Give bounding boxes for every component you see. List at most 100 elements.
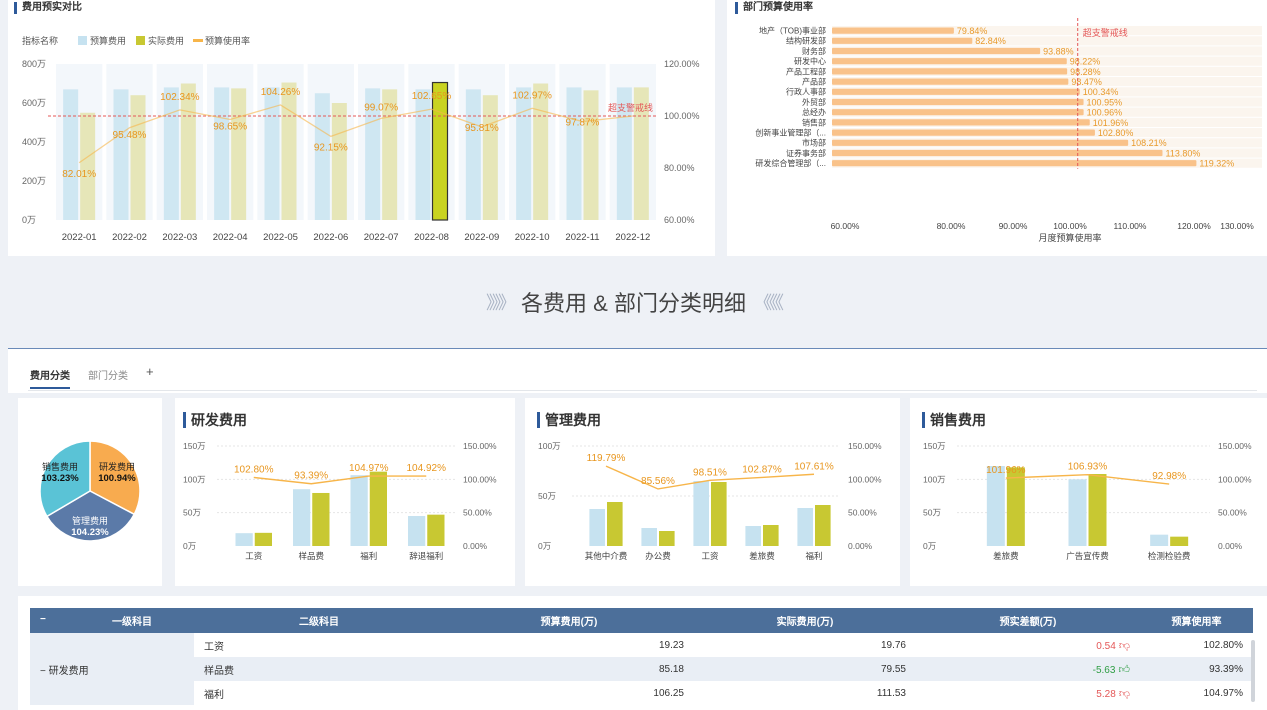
- tabs-divider: [28, 390, 1257, 391]
- banner-title: 各费用 & 部门分类明细: [521, 291, 746, 316]
- table-row[interactable]: 样品费 85.18 79.55 -5.63 👍︎ 93.39%: [30, 657, 1253, 681]
- row-band: [832, 46, 1262, 56]
- y-tick-label: 50万: [183, 508, 201, 518]
- budget-bar: [293, 489, 311, 546]
- actual-bar: [331, 103, 347, 220]
- tab-expense-category[interactable]: 费用分类: [30, 367, 70, 389]
- thumb-down-icon: 👎︎: [1115, 687, 1130, 700]
- department-bar: [832, 47, 1041, 55]
- category-band: [156, 64, 203, 220]
- y-category-label: 产品工程部: [786, 66, 826, 76]
- rate-data-label: 98.51%: [693, 467, 727, 478]
- category-band: [609, 64, 656, 220]
- x-tick-label: 110.00%: [1114, 221, 1147, 231]
- group-cell[interactable]: − 研发费用: [30, 633, 194, 705]
- tab-department-category[interactable]: 部门分类: [88, 371, 128, 382]
- y-category-label: 财务部: [802, 46, 826, 56]
- x-tick-label: 2022-01: [62, 232, 97, 243]
- table-row[interactable]: 福利 106.25 111.53 5.28 👎︎ 104.97%: [30, 681, 1253, 705]
- sub-item-cell: 工资: [194, 633, 444, 657]
- category-band: [509, 64, 556, 220]
- department-rate-chart[interactable]: 地产（TOB)事业部 79.84% 结构研发部 82.84% 财务部 93.88% 研发中心…: [727, 16, 1267, 256]
- rate-data-label: 119.79%: [587, 453, 626, 464]
- rate-cell: 102.80%: [1140, 633, 1253, 657]
- section-banner: 》》》 各费用 & 部门分类明细 《《《: [0, 262, 1267, 342]
- rate-data-label: 97.87%: [566, 118, 600, 129]
- x-tick-label: 辞退福利: [409, 551, 443, 561]
- table-scrollbar[interactable]: [1251, 640, 1255, 702]
- budget-actual-chart[interactable]: 指标名称 预算费用 实际费用 预算使用率 800万 600万 400万 200万 0万 120.0…: [8, 24, 715, 256]
- slice-value-label: 103.23%: [41, 473, 79, 484]
- collapse-all-icon[interactable]: −: [40, 614, 46, 625]
- rate-line: [605, 465, 815, 490]
- warning-label: 超支警戒线: [1083, 27, 1128, 38]
- y-category-label: 销售部: [802, 117, 826, 127]
- y-category-label: 行政人事部: [786, 87, 826, 97]
- category-band: [207, 64, 254, 220]
- x-tick-label: 办公费: [645, 551, 671, 561]
- bar-value-label: 82.84%: [975, 36, 1006, 46]
- sales-expense-chart[interactable]: 150万 100万 50万 0万 150.00% 100.00% 50.00% 0.00% 差旅…: [910, 436, 1267, 586]
- rd-expense-chart[interactable]: 150万 100万 50万 0万 150.00% 100.00% 50.00% 0.00% 工资…: [175, 436, 515, 586]
- x-tick-label: 80.00%: [937, 221, 966, 231]
- budget-bar: [693, 481, 709, 546]
- admin-expense-chart[interactable]: 100万 50万 0万 150.00% 100.00% 50.00% 0.00% 其他中介费 办…: [525, 436, 900, 586]
- rate-data-label: 85.56%: [641, 476, 675, 487]
- slice-value-label: 104.23%: [71, 527, 109, 538]
- bar-value-label: 100.34%: [1083, 87, 1119, 97]
- x-axis-label: 月度预算使用率: [1038, 232, 1101, 243]
- bar-value-label: 93.88%: [1043, 46, 1074, 56]
- table-header-rate[interactable]: 预算使用率: [1140, 608, 1253, 633]
- bar-value-label: 119.32%: [1199, 159, 1234, 169]
- actual-bar: [427, 514, 445, 546]
- pie-slice: [89, 440, 141, 516]
- x-tick-label: 2022-03: [162, 232, 197, 243]
- budget-bar: [314, 93, 330, 220]
- table-row[interactable]: − 研发费用 工资 19.23 19.76 0.54 👎︎ 102.80%: [30, 633, 1253, 705]
- y2-tick-label: 100.00%: [664, 111, 700, 121]
- x-tick-label: 检测检验费: [1148, 551, 1191, 561]
- table-header-budget[interactable]: 预算费用(万): [444, 608, 694, 633]
- y2-tick-label: 80.00%: [664, 163, 695, 173]
- difference-cell: 5.28 👎︎: [916, 681, 1140, 705]
- actual-bar: [533, 83, 549, 220]
- table-header-level1[interactable]: − 一级科目: [30, 608, 194, 633]
- department-bar: [832, 88, 1080, 95]
- department-rate-panel: 部门预算使用率 地产（TOB)事业部 79.84% 结构研发部 82.84% 财务部 93…: [727, 0, 1267, 256]
- y-tick-label: 200万: [22, 176, 46, 186]
- rate-data-label: 102.87%: [742, 464, 782, 475]
- y2-tick-label: 60.00%: [664, 215, 695, 225]
- x-tick-label: 2022-12: [615, 232, 650, 243]
- x-tick-label: 2022-10: [515, 232, 550, 243]
- table-header-difference[interactable]: 预实差额(万): [916, 608, 1140, 633]
- x-tick-label: 其他中介费: [585, 551, 628, 561]
- y2-tick-label: 0.00%: [1218, 541, 1243, 551]
- bar-value-label: 100.95%: [1087, 97, 1123, 107]
- budget-bar: [566, 87, 582, 221]
- budget-bar: [163, 87, 179, 221]
- category-band: [559, 64, 606, 220]
- department-bar: [832, 149, 1163, 157]
- budget-bar: [63, 89, 79, 220]
- rate-line: [78, 104, 633, 164]
- table-header-level2[interactable]: 二级科目: [194, 608, 444, 633]
- admin-expense-panel: 管理费用 100万 50万 0万 150.00% 100.00% 50.00% 0.00% 其…: [525, 398, 900, 586]
- budget-bar: [365, 88, 381, 220]
- actual-bar: [583, 90, 599, 220]
- bar-value-label: 98.22%: [1070, 57, 1101, 67]
- table-header-actual[interactable]: 实际费用(万): [694, 608, 916, 633]
- budget-bar: [235, 533, 253, 546]
- slice-name-label: 管理费用: [72, 515, 108, 526]
- x-tick-label: 福利: [805, 551, 822, 561]
- collapse-group-icon[interactable]: −: [40, 665, 49, 677]
- rate-data-label: 92.15%: [314, 142, 348, 153]
- rate-data-label: 104.92%: [407, 463, 447, 474]
- slice-value-label: 100.94%: [98, 473, 136, 484]
- bar-value-label: 79.84%: [957, 26, 988, 36]
- legend-label: 指标名称: [22, 35, 58, 46]
- x-tick-label: 130.00%: [1220, 221, 1254, 231]
- add-tab-button[interactable]: +: [146, 364, 154, 379]
- banner-left-arrows: 》》》: [486, 293, 516, 313]
- bar-value-label: 102.80%: [1098, 128, 1134, 138]
